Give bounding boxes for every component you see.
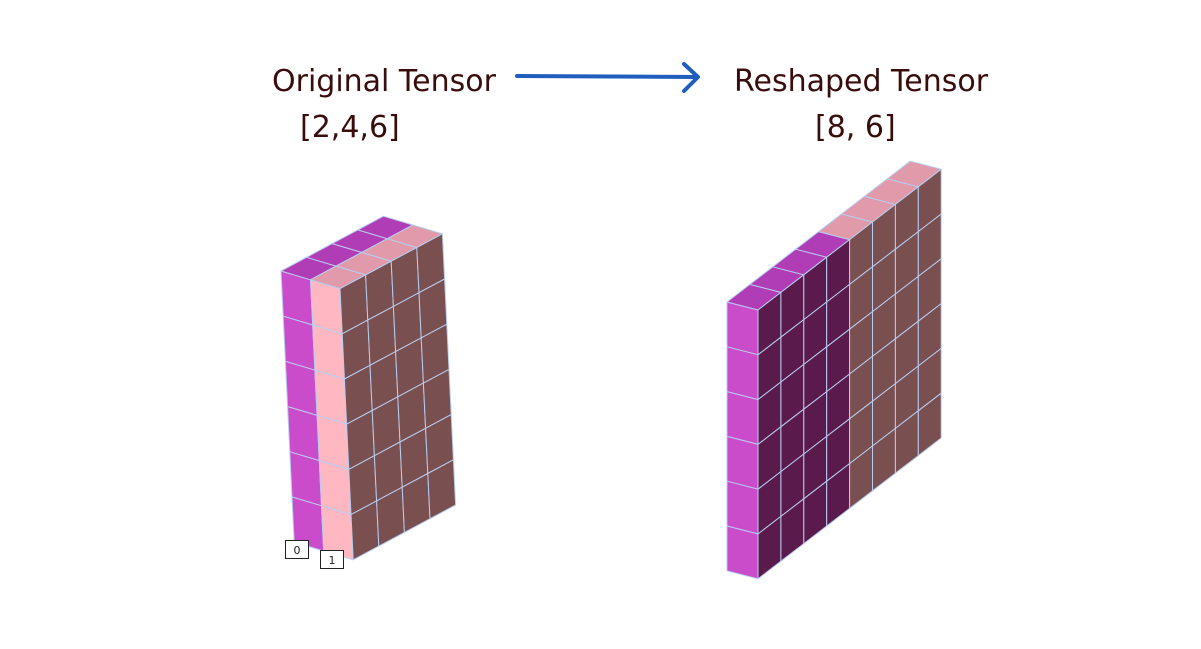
front-cell <box>726 435 759 490</box>
arrow-shaft <box>515 74 698 79</box>
front-cell <box>726 391 759 445</box>
front-cell <box>726 525 759 580</box>
index-label-1: 1 <box>320 550 344 569</box>
side-cell <box>427 459 457 520</box>
arrow <box>515 62 700 93</box>
index-label-0: 0 <box>285 540 309 559</box>
reshaped-tensor-block <box>726 160 942 580</box>
original-tensor-title: Original Tensor <box>272 64 496 99</box>
front-cell <box>726 346 759 401</box>
front-cell <box>726 480 759 535</box>
side-cell <box>917 392 942 457</box>
reshaped-tensor-shape: [8, 6] <box>815 110 896 145</box>
original-tensor-block <box>280 215 457 561</box>
arrow-head <box>682 62 700 93</box>
reshaped-tensor-title: Reshaped Tensor <box>734 64 989 99</box>
front-cell <box>726 301 759 356</box>
original-tensor-shape: [2,4,6] <box>300 110 400 145</box>
